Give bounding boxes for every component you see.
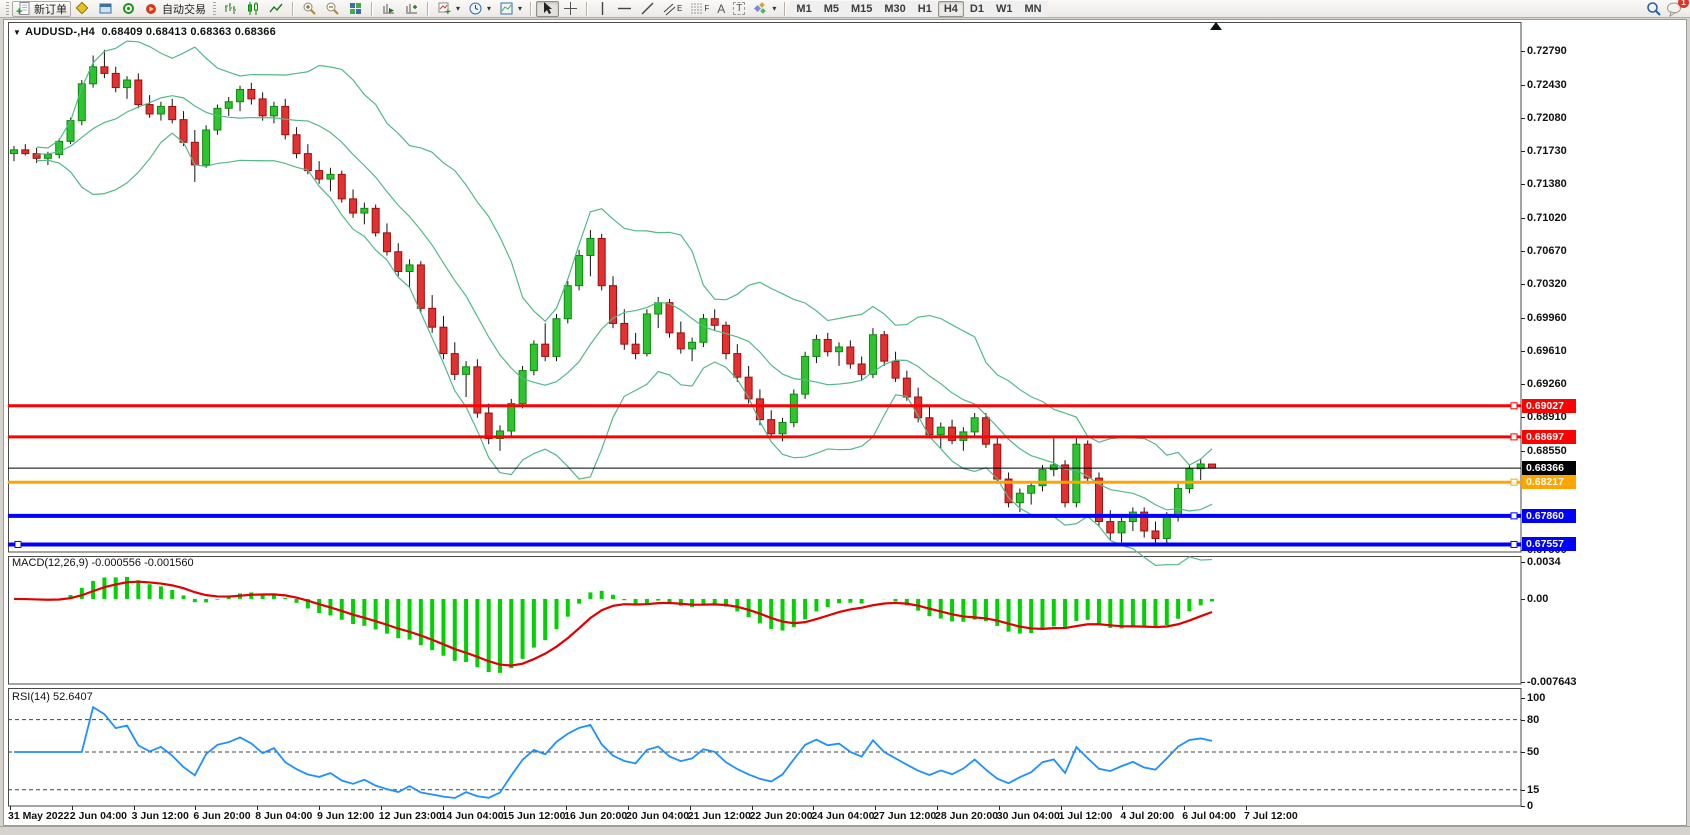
label-tool-icon: T [733, 2, 746, 15]
shapes-icon [754, 2, 767, 14]
zoom-out-button[interactable] [321, 1, 344, 17]
symbol-dropdown-icon[interactable]: ▼ [13, 28, 22, 37]
timeframe-button-h4[interactable]: H4 [937, 0, 964, 17]
line-chart-icon [269, 3, 283, 13]
timeframe-button-m5[interactable]: M5 [817, 0, 845, 17]
horizontal-line-icon [618, 7, 632, 10]
vertical-line-icon [601, 2, 604, 15]
bar-chart-button[interactable] [219, 1, 242, 17]
chart-symbol-period: AUDUSD-,H4 [25, 26, 95, 38]
horizontal-line-button[interactable] [613, 1, 636, 17]
new-order-label: 新订单 [34, 3, 67, 16]
toolbar-grip[interactable] [213, 1, 216, 16]
fibonacci-icon [691, 3, 703, 14]
chat-button[interactable]: 1 [1666, 0, 1689, 17]
chat-icon [1667, 2, 1681, 17]
channel-letter: E [677, 4, 683, 13]
autotrading-button[interactable]: 自动交易 [140, 1, 210, 17]
timeframes-toolbar: M1 M5 M15 M30 H1 H4 D1 W1 MN [790, 0, 1048, 17]
zoom-in-icon [303, 2, 316, 15]
chart-shift-icon [406, 4, 417, 14]
candlestick-chart-icon [248, 2, 258, 15]
cursor-button[interactable] [536, 0, 560, 17]
periods-button[interactable]: ▾ [464, 1, 495, 17]
add-indicator-icon: + [438, 2, 451, 16]
status-bar [0, 826, 1690, 835]
chart-ohlc-values: 0.68409 0.68413 0.68363 0.68366 [101, 26, 276, 38]
auto-scroll-button[interactable] [377, 1, 400, 17]
zoom-out-icon [326, 2, 339, 15]
templates-icon [500, 2, 513, 15]
templates-button[interactable]: ▾ [495, 1, 526, 17]
autotrading-icon [146, 4, 156, 14]
autotrading-label: 自动交易 [162, 3, 206, 16]
equidistant-channel-button[interactable]: E [659, 1, 686, 17]
zoom-in-button[interactable] [298, 1, 321, 17]
trendline-button[interactable] [636, 1, 659, 17]
toolbar-grip[interactable] [6, 1, 9, 16]
trendline-icon [641, 2, 654, 15]
notification-badge: 1 [1678, 0, 1689, 8]
shapes-button[interactable]: ▾ [749, 1, 780, 17]
time-axis[interactable] [8, 806, 1521, 826]
macd-label: MACD(12,26,9) -0.000556 -0.001560 [12, 557, 194, 569]
timeframe-button-d1[interactable]: D1 [963, 0, 990, 17]
indicators-button[interactable]: + ▾ [433, 1, 464, 17]
tile-windows-icon [350, 3, 361, 14]
chart-title: ▼ AUDUSD-,H4 0.68409 0.68413 0.68363 0.68… [13, 26, 276, 38]
crosshair-icon [564, 2, 578, 15]
price-axis[interactable] [1522, 22, 1690, 806]
timeframe-button-h1[interactable]: H1 [911, 0, 938, 17]
candlestick-chart-button[interactable] [242, 1, 265, 17]
price-chart-panel[interactable] [8, 22, 1521, 552]
timeframe-button-w1[interactable]: W1 [989, 0, 1019, 17]
line-chart-button[interactable] [265, 1, 288, 17]
dropdown-arrow-icon: ▾ [518, 4, 523, 13]
vertical-line-button[interactable] [592, 1, 613, 17]
main-toolbar: + 新订单 自动交易 + ▾ [0, 0, 1690, 18]
auto-scroll-icon [383, 4, 394, 14]
bar-chart-icon [225, 3, 236, 14]
fibonacci-letter: F [704, 4, 710, 13]
rsi-panel[interactable] [8, 688, 1521, 806]
dropdown-arrow-icon: ▾ [487, 4, 492, 13]
tile-windows-button[interactable] [344, 1, 367, 17]
text-tool-icon: A [717, 1, 726, 16]
search-icon [1647, 1, 1661, 16]
text-label-button[interactable]: T [729, 1, 749, 17]
crosshair-button[interactable] [559, 1, 582, 17]
dropdown-arrow-icon: ▾ [772, 4, 777, 13]
rsi-label: RSI(14) 52.6407 [12, 691, 93, 703]
chart-shift-button[interactable] [400, 1, 423, 17]
cursor-icon [544, 2, 553, 14]
signals-button[interactable] [117, 1, 140, 17]
clock-icon [469, 2, 482, 15]
timeframe-button-m15[interactable]: M15 [844, 0, 879, 17]
fibonacci-button[interactable]: F [686, 1, 713, 17]
text-button[interactable]: A [713, 1, 729, 17]
terminal-button[interactable] [94, 1, 117, 17]
channel-icon [663, 3, 676, 16]
svg-text:+: + [16, 6, 22, 16]
profiles-icon [75, 1, 89, 15]
profiles-button[interactable] [71, 1, 94, 17]
new-order-icon: + [16, 2, 30, 16]
signals-icon [123, 3, 134, 14]
svg-text:+: + [445, 7, 451, 16]
terminal-icon [99, 3, 112, 14]
macd-panel[interactable] [8, 556, 1521, 684]
timeframe-button-m1[interactable]: M1 [790, 0, 818, 17]
dropdown-arrow-icon: ▾ [456, 4, 461, 13]
search-button[interactable] [1642, 1, 1666, 17]
timeframe-button-m30[interactable]: M30 [878, 0, 912, 17]
new-order-button[interactable]: + 新订单 [12, 0, 71, 17]
timeframe-button-mn[interactable]: MN [1018, 0, 1048, 17]
